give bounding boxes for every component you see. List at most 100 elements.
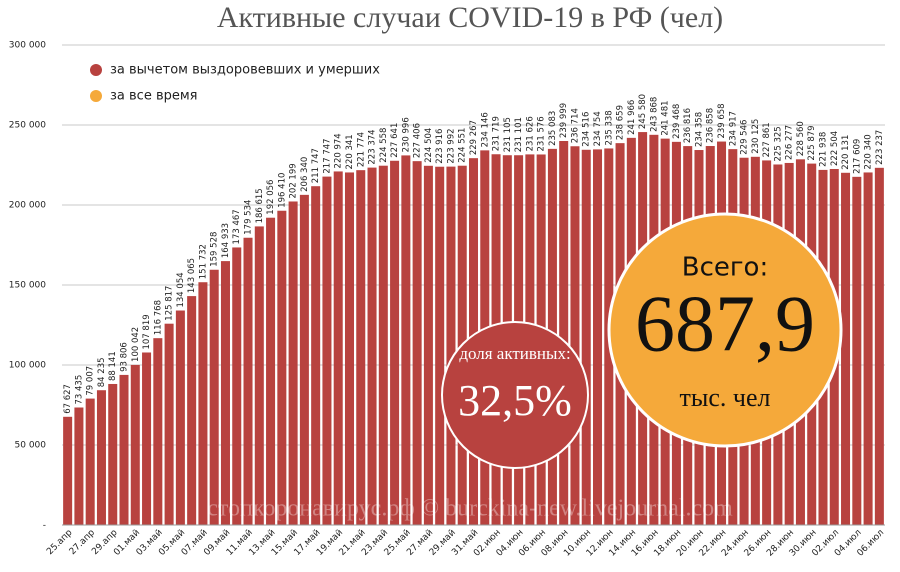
value-label: 143 065 <box>187 258 197 293</box>
value-label: 173 467 <box>232 209 242 244</box>
y-tick-label: 200 000 <box>9 201 46 211</box>
value-label: 225 879 <box>807 125 817 160</box>
value-label: 245 580 <box>638 94 648 129</box>
value-label: 239 999 <box>559 103 569 138</box>
bar <box>863 172 873 525</box>
bar <box>559 141 569 526</box>
share-label: доля активных: <box>459 344 570 363</box>
value-label: 229 267 <box>469 120 479 155</box>
bar <box>390 160 400 525</box>
bar <box>153 338 163 525</box>
value-label: 67 627 <box>63 384 73 414</box>
value-label: 236 714 <box>570 108 580 143</box>
legend-swatch <box>90 90 102 102</box>
y-tick-label: 100 000 <box>9 361 46 371</box>
value-label: 221 938 <box>818 132 828 167</box>
value-label: 134 054 <box>176 272 186 307</box>
value-label: 231 719 <box>492 116 502 151</box>
bar <box>344 172 354 525</box>
bar <box>220 261 230 525</box>
bar <box>435 166 445 525</box>
bar <box>446 166 456 525</box>
value-label: 224 558 <box>379 128 389 163</box>
bar <box>187 296 197 525</box>
value-label: 192 056 <box>266 180 276 215</box>
value-label: 206 340 <box>300 157 310 192</box>
value-label: 231 105 <box>503 117 513 152</box>
value-label: 239 658 <box>717 103 727 138</box>
y-tick-label: - <box>43 521 46 531</box>
value-label: 159 528 <box>210 232 220 267</box>
value-label: 220 340 <box>864 134 874 169</box>
bar <box>852 176 862 525</box>
value-label: 107 819 <box>142 314 152 349</box>
share-value: 32,5% <box>458 376 572 425</box>
bar <box>333 171 343 526</box>
value-label: 241 481 <box>661 100 671 135</box>
bar <box>63 416 73 525</box>
value-label: 230 125 <box>751 119 761 154</box>
bar <box>401 155 411 525</box>
bar <box>209 269 219 525</box>
bar <box>198 282 208 525</box>
total-value: 687,9 <box>635 280 815 368</box>
bar <box>570 146 580 525</box>
value-label: 186 615 <box>255 188 265 223</box>
bar <box>164 323 174 525</box>
value-label: 151 732 <box>198 244 208 279</box>
value-label: 236 858 <box>706 108 716 143</box>
bar <box>232 247 242 525</box>
bar <box>266 217 276 526</box>
value-label: 236 816 <box>683 108 693 143</box>
legend-label: за вычетом выздоровевших и умерших <box>110 63 380 78</box>
bar <box>85 398 95 525</box>
value-label: 229 546 <box>740 120 750 155</box>
value-label: 235 338 <box>604 110 614 145</box>
value-label: 220 974 <box>334 133 344 168</box>
value-label: 231 101 <box>514 117 524 152</box>
value-label: 231 576 <box>537 116 547 151</box>
bar <box>175 310 185 525</box>
value-label: 125 817 <box>165 286 175 321</box>
bar <box>96 390 106 525</box>
y-tick-label: 50 000 <box>15 441 47 451</box>
value-label: 241 966 <box>627 100 637 135</box>
value-label: 84 235 <box>97 357 107 387</box>
value-label: 227 406 <box>413 123 423 158</box>
value-label: 234 358 <box>694 112 704 147</box>
value-label: 221 774 <box>356 132 366 167</box>
bar <box>130 364 140 525</box>
bar <box>423 165 433 526</box>
value-label: 238 659 <box>616 105 626 140</box>
chart-title: Активные случаи COVID-19 в РФ (чел) <box>217 1 723 34</box>
bar <box>108 383 118 525</box>
value-label: 234 146 <box>480 112 490 147</box>
bar <box>367 167 377 525</box>
bar <box>322 176 332 525</box>
y-tick-label: 150 000 <box>9 281 46 291</box>
watermark: стопкоронавирус.рф © burckina-new.livejo… <box>207 496 733 522</box>
bar <box>119 374 129 525</box>
value-label: 224 504 <box>424 128 434 163</box>
total-unit: тыс. чел <box>680 383 771 412</box>
value-label: 100 042 <box>131 327 141 362</box>
value-label: 73 435 <box>74 375 84 405</box>
value-label: 223 374 <box>368 129 378 164</box>
value-label: 220 341 <box>345 134 355 169</box>
y-tick-label: 250 000 <box>9 121 46 131</box>
bar <box>311 186 321 525</box>
value-label: 239 468 <box>672 104 682 139</box>
value-label: 226 277 <box>785 125 795 160</box>
bar <box>581 149 591 525</box>
value-label: 234 917 <box>728 111 738 146</box>
bar <box>243 237 253 525</box>
value-label: 164 933 <box>221 223 231 258</box>
bar <box>841 172 851 525</box>
value-label: 227 861 <box>762 122 772 157</box>
value-label: 196 410 <box>277 173 287 208</box>
legend-label: за все время <box>110 89 198 104</box>
value-label: 211 747 <box>311 148 321 183</box>
y-tick-label: 300 000 <box>9 41 46 51</box>
value-label: 223 992 <box>446 128 456 163</box>
bar <box>288 201 298 525</box>
